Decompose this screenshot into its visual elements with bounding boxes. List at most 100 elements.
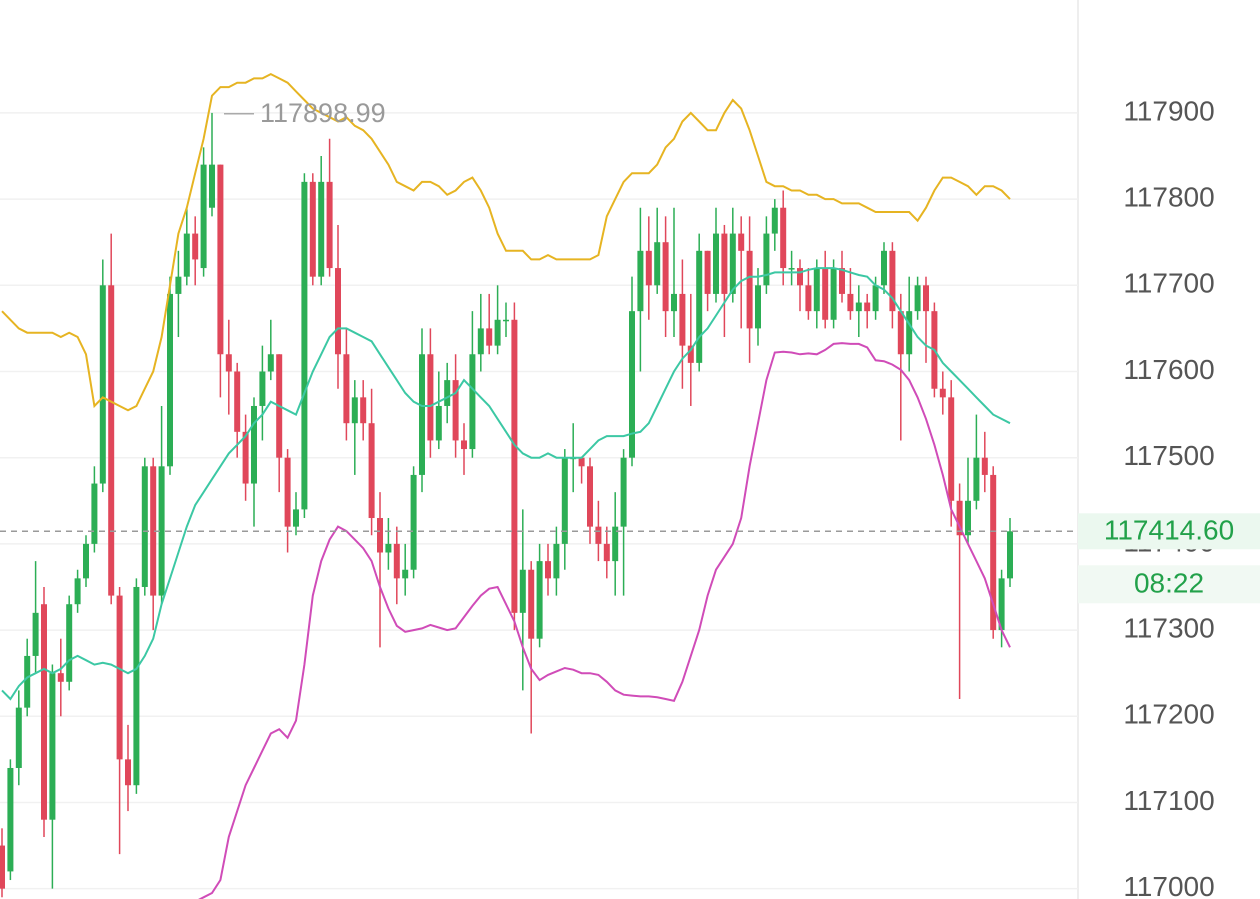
candle-body	[225, 354, 232, 372]
y-tick-label: 117000	[1123, 871, 1214, 899]
candle-body	[545, 561, 551, 579]
candle-body	[15, 707, 22, 768]
candle-body	[200, 164, 207, 269]
candle-body	[486, 328, 493, 346]
candle-body	[393, 543, 400, 579]
candle-body	[595, 526, 602, 544]
candle-body	[687, 345, 694, 363]
candle-body	[74, 578, 81, 605]
candle-body	[410, 474, 417, 570]
candle-body	[91, 483, 98, 544]
candle-body	[839, 268, 845, 294]
candle-body	[973, 457, 980, 501]
candle-body	[897, 311, 904, 355]
candle-body	[704, 250, 711, 294]
candle-body	[326, 181, 333, 269]
candle-body	[251, 405, 257, 484]
candle-body	[738, 233, 745, 251]
candle-body	[855, 302, 862, 312]
candle-body	[780, 207, 787, 269]
last-price-box	[1078, 513, 1260, 550]
plot-area: 117898.99	[0, 72, 1013, 899]
candle-body	[721, 233, 728, 294]
candle-body	[99, 285, 106, 484]
candle-body	[242, 431, 249, 484]
candle-body	[343, 354, 350, 424]
candle-body	[671, 293, 677, 312]
candle-body	[536, 561, 543, 639]
candle-body	[771, 207, 778, 234]
candle-body	[158, 466, 165, 596]
candle-body	[108, 285, 115, 596]
candle-body	[713, 233, 719, 294]
y-tick-label: 117800	[1123, 181, 1214, 212]
candle-body	[32, 612, 39, 656]
candle-body	[612, 526, 619, 562]
band-line	[198, 342, 1011, 899]
candle-body	[116, 595, 123, 760]
candle-body	[318, 181, 325, 277]
countdown-label: 08:22	[1134, 568, 1204, 599]
candle-body	[620, 457, 627, 527]
candle-body	[503, 319, 509, 322]
candle-body	[259, 371, 266, 406]
candle-body	[923, 285, 929, 312]
candle-body	[864, 302, 871, 312]
candle-body	[217, 164, 224, 355]
candle-body	[402, 569, 409, 579]
candle-body	[141, 466, 148, 587]
candle-body	[847, 293, 854, 312]
band-line	[1, 72, 1011, 412]
candle-body	[133, 586, 140, 786]
candle-body	[183, 233, 190, 277]
candle-body	[889, 250, 896, 312]
candle-body	[822, 268, 829, 320]
candle-body	[629, 311, 635, 458]
candle-body	[7, 767, 14, 872]
candle-body	[83, 543, 89, 579]
candle-body	[452, 380, 459, 441]
candle-body	[477, 328, 484, 355]
candle-body	[192, 233, 199, 260]
y-tick-label: 117900	[1123, 95, 1214, 126]
candle-body	[965, 500, 971, 536]
candle-body	[990, 474, 997, 631]
candle-body	[696, 250, 703, 363]
candle-body	[167, 293, 173, 467]
candle-body	[49, 673, 56, 820]
candle-body	[150, 466, 157, 596]
candle-body	[553, 543, 560, 579]
y-tick-label: 117600	[1123, 354, 1214, 385]
candle-body	[679, 293, 686, 346]
candle-body	[385, 543, 392, 553]
candle-body	[234, 371, 241, 432]
candle-body	[956, 500, 963, 536]
y-tick-label: 117100	[1123, 785, 1214, 816]
candle-body	[998, 578, 1005, 631]
candle-body	[587, 466, 593, 527]
candle-body	[939, 388, 946, 398]
candle-body	[830, 268, 837, 320]
last-price-label: 117414.60	[1104, 515, 1234, 546]
candle-body	[24, 655, 31, 708]
candle-body	[0, 845, 5, 889]
candle-body	[209, 164, 215, 208]
candle-body	[175, 276, 182, 294]
candle-body	[805, 285, 812, 312]
candle-body	[645, 250, 652, 286]
candle-body	[906, 311, 913, 355]
candle-body	[797, 268, 803, 286]
candle-body	[125, 759, 131, 786]
candle-body	[654, 242, 661, 286]
candle-body	[427, 354, 434, 441]
candle-body	[41, 604, 47, 820]
candle-body	[637, 250, 644, 312]
candle-body	[872, 285, 879, 312]
candle-body	[335, 268, 341, 355]
candle-body	[351, 397, 358, 424]
candle-body	[1007, 531, 1013, 579]
y-tick-label: 117500	[1123, 440, 1214, 471]
candle-body	[981, 457, 988, 475]
candle-body	[763, 233, 770, 286]
candle-body	[469, 354, 476, 450]
